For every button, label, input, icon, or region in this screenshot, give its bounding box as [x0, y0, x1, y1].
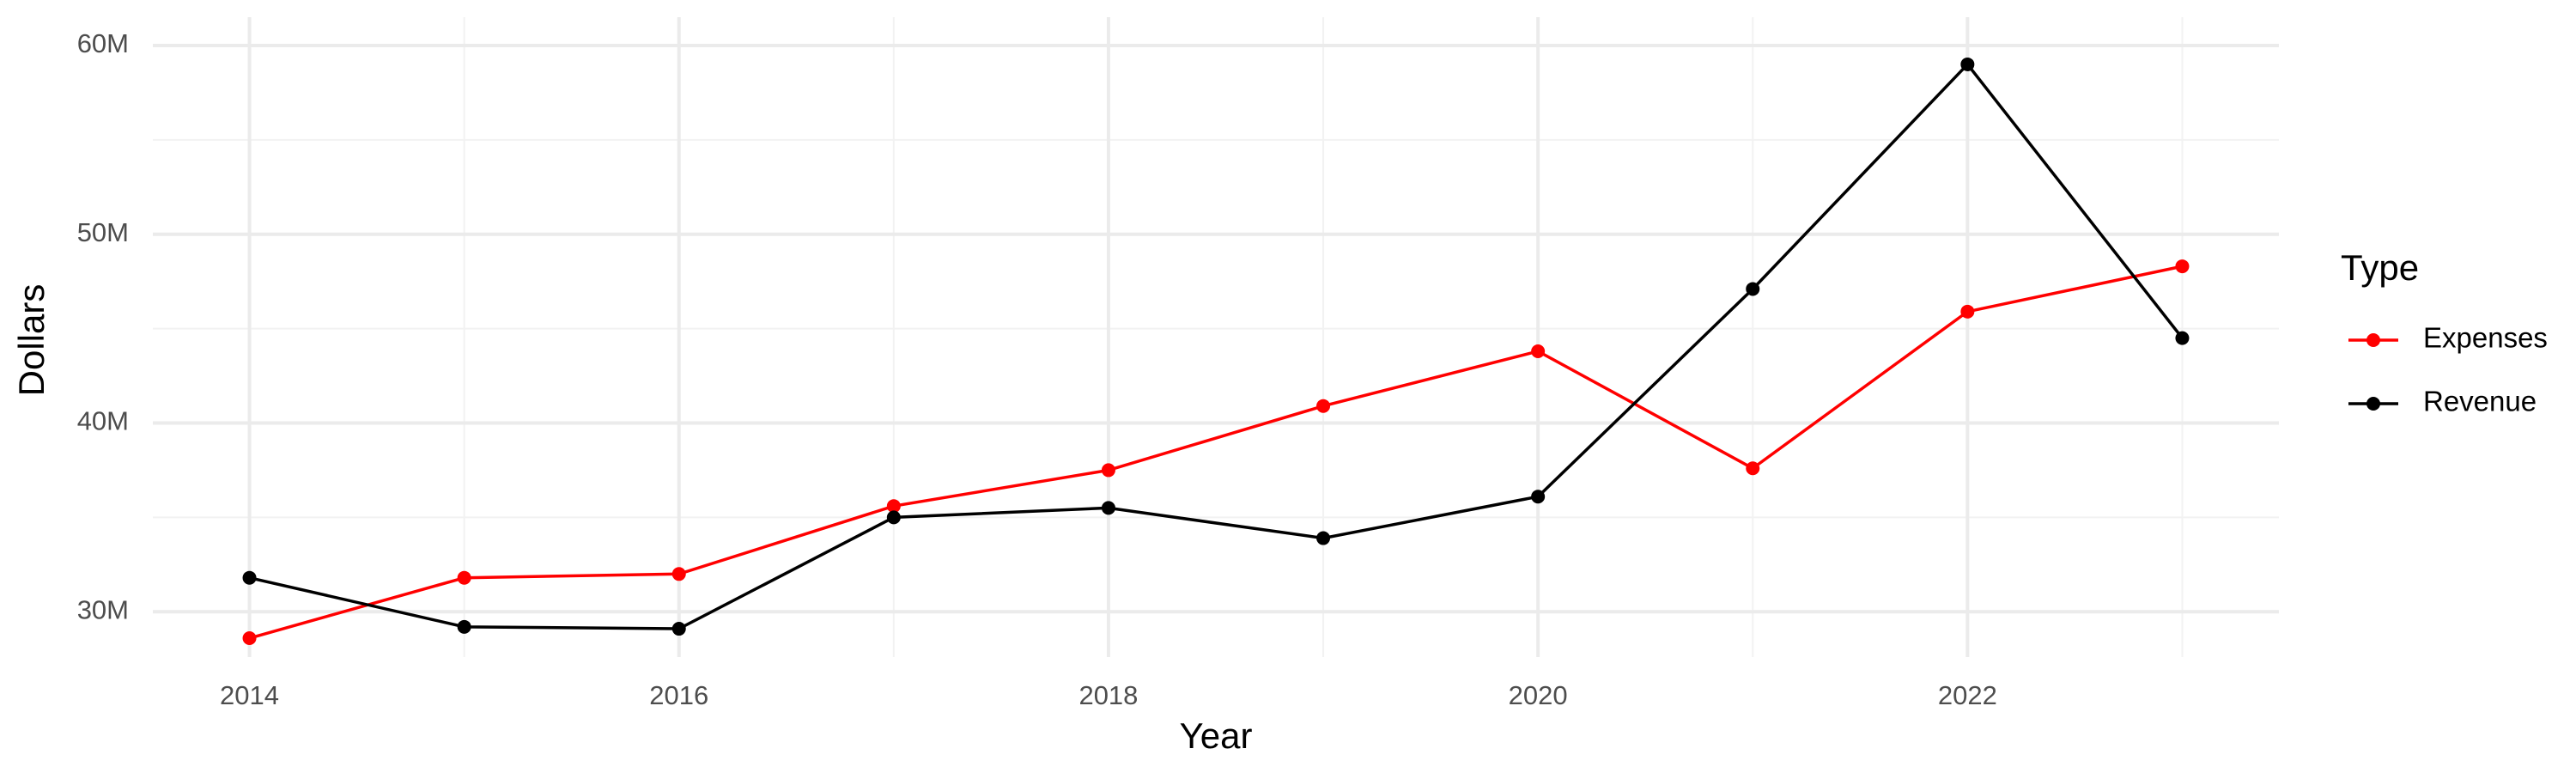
data-point	[1531, 344, 1546, 358]
data-point	[242, 631, 257, 646]
data-point	[886, 510, 901, 525]
legend-title: Type	[2341, 247, 2419, 288]
x-tick-label: 2022	[1938, 680, 1997, 710]
data-point	[242, 570, 257, 585]
series-line	[249, 265, 2183, 640]
data-point	[1316, 531, 1331, 545]
legend-marker	[2366, 397, 2380, 411]
x-tick-label: 2016	[649, 680, 708, 710]
data-point	[1746, 282, 1760, 296]
data-point	[1960, 304, 1975, 319]
data-point	[457, 619, 471, 634]
y-tick-label: 60M	[77, 28, 129, 58]
y-axis-title: Dollars	[11, 284, 52, 397]
data-point	[886, 499, 901, 514]
x-axis-title: Year	[1180, 715, 1253, 756]
data-point	[1316, 399, 1331, 413]
series-line	[249, 62, 2184, 630]
data-point	[1101, 501, 1115, 515]
x-tick-label: 2020	[1509, 680, 1568, 710]
x-tick-label: 2014	[220, 680, 279, 710]
y-tick-label: 30M	[77, 594, 129, 624]
data-point	[1746, 461, 1760, 476]
data-point	[1101, 463, 1115, 478]
legend-label: Expenses	[2423, 322, 2548, 354]
x-tick-label: 2018	[1078, 680, 1138, 710]
legend-marker	[2366, 333, 2380, 347]
data-point	[671, 622, 686, 636]
data-point	[457, 570, 471, 585]
data-point	[2175, 259, 2190, 274]
data-point	[671, 567, 686, 581]
legend-label: Revenue	[2423, 386, 2537, 417]
data-point	[2175, 331, 2190, 345]
y-tick-label: 40M	[77, 406, 129, 436]
data-point	[1531, 490, 1546, 504]
data-point	[1960, 57, 1975, 71]
y-tick-label: 50M	[77, 217, 129, 247]
